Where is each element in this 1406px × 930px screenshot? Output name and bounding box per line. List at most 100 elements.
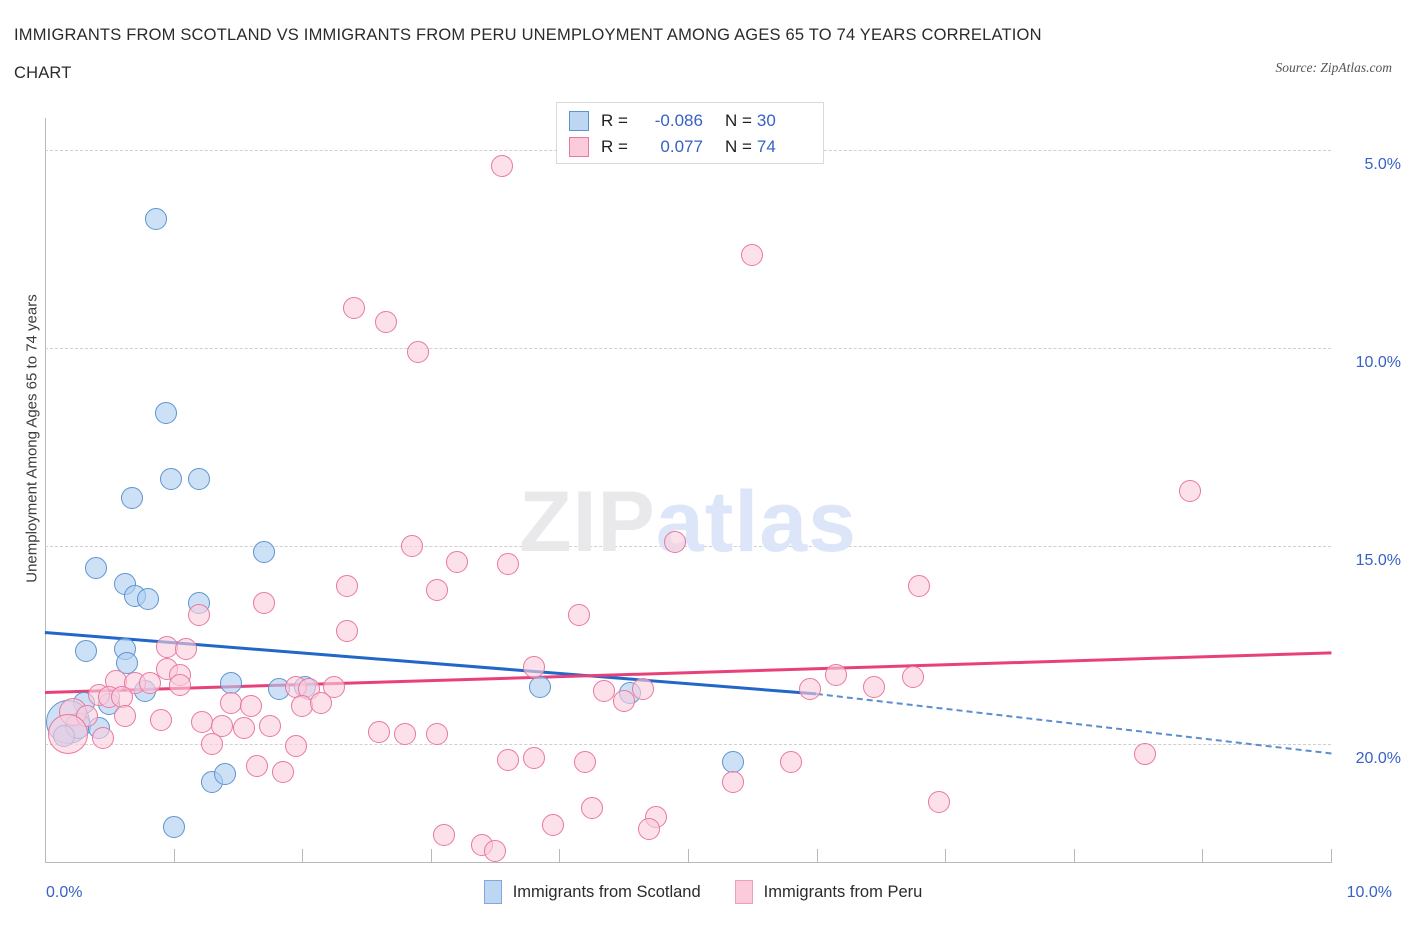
scatter-point bbox=[220, 671, 243, 694]
scatter-point bbox=[85, 556, 108, 579]
scatter-point bbox=[154, 402, 177, 425]
scatter-point bbox=[522, 655, 545, 678]
plot-area: ZIPatlas bbox=[44, 118, 1332, 863]
scatter-point bbox=[188, 604, 211, 627]
scatter-point bbox=[214, 762, 237, 785]
scatter-point bbox=[927, 790, 950, 813]
y-axis-label: Unemployment Among Ages 65 to 74 years bbox=[23, 294, 41, 583]
scatter-point bbox=[426, 723, 449, 746]
scatter-point bbox=[593, 679, 616, 702]
scatter-point bbox=[779, 750, 802, 773]
x-tick-mark bbox=[688, 849, 689, 863]
y-axis-line bbox=[45, 118, 46, 863]
scatter-point bbox=[175, 638, 198, 660]
scatter-point bbox=[188, 467, 211, 490]
scatter-point bbox=[496, 552, 519, 575]
scatter-point bbox=[149, 709, 172, 732]
gridline-10 bbox=[45, 545, 1331, 547]
scatter-point bbox=[336, 620, 359, 643]
scatter-point bbox=[246, 754, 269, 777]
scatter-point bbox=[259, 715, 282, 738]
x-tick-mark bbox=[816, 849, 818, 863]
watermark: ZIPatlas bbox=[519, 473, 857, 572]
scatter-point bbox=[638, 818, 661, 841]
page-title: IMMIGRANTS FROM SCOTLAND VS IMMIGRANTS F… bbox=[14, 26, 1042, 44]
scotland-swatch-icon bbox=[569, 111, 589, 131]
scatter-point bbox=[190, 711, 213, 734]
scatter-point bbox=[541, 814, 564, 837]
scatter-point bbox=[252, 540, 275, 563]
page-title-line2: CHART bbox=[14, 64, 72, 82]
scatter-point bbox=[169, 673, 192, 696]
scatter-point bbox=[342, 297, 365, 320]
scatter-point bbox=[400, 534, 423, 557]
legend-item-peru[interactable]: Immigrants from Peru bbox=[734, 880, 923, 904]
peru-n-label: N = bbox=[724, 137, 752, 156]
scatter-point bbox=[139, 671, 162, 694]
scatter-point bbox=[310, 691, 333, 714]
scotland-n-label: N = bbox=[724, 111, 752, 130]
x-tick-mark bbox=[945, 849, 947, 863]
scatter-point bbox=[113, 705, 136, 728]
x-tick-mark bbox=[430, 849, 432, 863]
y-tick-label: 20.0% bbox=[1355, 750, 1401, 768]
peru-legend-label: Immigrants from Peru bbox=[763, 882, 923, 901]
scatter-point bbox=[484, 840, 507, 863]
x-tick-mark bbox=[1073, 849, 1075, 863]
scatter-point bbox=[336, 574, 359, 597]
peru-swatch-icon bbox=[569, 137, 589, 157]
scatter-point bbox=[121, 487, 144, 510]
scatter-point bbox=[722, 750, 744, 773]
scotland-n-value: 30 bbox=[756, 111, 776, 130]
scatter-point bbox=[252, 592, 275, 615]
scatter-point bbox=[490, 154, 513, 177]
stats-row-peru: R = 0.077 N = 74 bbox=[569, 134, 813, 160]
scatter-point bbox=[48, 714, 89, 755]
peru-legend-swatch-icon bbox=[734, 880, 753, 904]
scatter-point bbox=[664, 531, 687, 554]
scatter-point bbox=[631, 677, 654, 700]
scatter-point bbox=[201, 733, 224, 756]
scotland-legend-label: Immigrants from Scotland bbox=[512, 882, 701, 901]
scatter-point bbox=[160, 467, 183, 490]
scatter-point bbox=[908, 574, 931, 597]
scotland-r-label: R = bbox=[601, 111, 628, 130]
scatter-point bbox=[374, 311, 397, 334]
legend-item-scotland[interactable]: Immigrants from Scotland bbox=[483, 880, 701, 904]
scatter-point bbox=[323, 675, 346, 698]
x-tick-mark bbox=[559, 849, 561, 863]
scatter-point bbox=[111, 685, 134, 708]
scatter-point bbox=[580, 796, 603, 819]
scatter-point bbox=[406, 340, 429, 363]
scatter-point bbox=[284, 735, 307, 758]
peru-r-value: 0.077 bbox=[660, 137, 703, 156]
scatter-point bbox=[394, 723, 417, 746]
x-tick-mark bbox=[1202, 849, 1204, 863]
scatter-point bbox=[220, 691, 243, 714]
x-tick-mark bbox=[302, 849, 304, 863]
scotland-r-value: -0.086 bbox=[654, 111, 703, 130]
series-legend: Immigrants from Scotland Immigrants from… bbox=[0, 880, 1406, 904]
scatter-point bbox=[522, 746, 545, 769]
x-axis-max-label: 10.0% bbox=[1346, 884, 1392, 901]
scatter-point bbox=[529, 675, 552, 698]
scatter-point bbox=[741, 243, 764, 266]
correlation-stats-box: R = -0.086 N = 30 R = 0.077 N = 74 bbox=[556, 102, 824, 164]
scatter-point bbox=[368, 721, 391, 744]
scatter-point bbox=[426, 578, 449, 601]
x-tick-mark bbox=[45, 849, 46, 863]
scatter-point bbox=[91, 727, 114, 750]
scatter-point bbox=[445, 550, 468, 573]
scatter-point bbox=[144, 208, 167, 231]
scatter-point bbox=[567, 604, 590, 627]
scatter-point bbox=[271, 760, 294, 783]
scatter-point bbox=[233, 717, 256, 740]
scatter-point bbox=[136, 588, 159, 611]
scatter-point bbox=[75, 639, 98, 662]
x-tick-mark bbox=[1331, 849, 1332, 863]
scatter-point bbox=[902, 665, 925, 688]
scatter-point bbox=[722, 770, 744, 793]
gridline-15 bbox=[45, 347, 1331, 349]
scatter-point bbox=[824, 663, 847, 686]
